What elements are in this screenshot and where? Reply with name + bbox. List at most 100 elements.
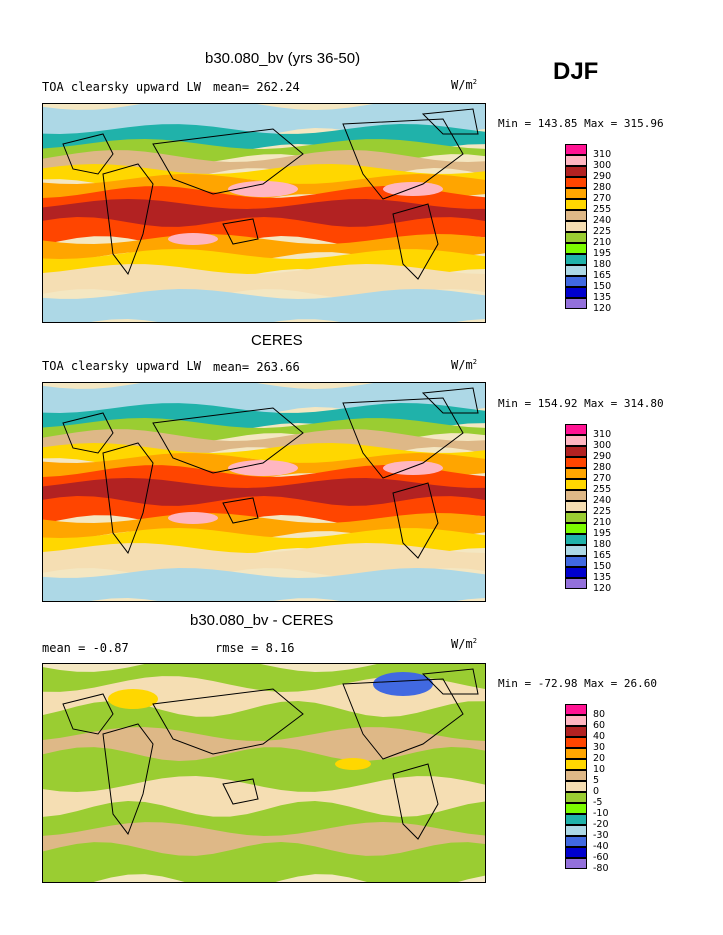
colorbar-swatch [565, 435, 587, 446]
colorbar-label: 310 [593, 429, 612, 440]
colorbar-label: -40 [593, 841, 609, 852]
panel3-map [42, 663, 486, 883]
colorbar-label: 290 [593, 171, 612, 182]
colorbar-swatch [565, 556, 587, 567]
colorbar-swatch [565, 501, 587, 512]
colorbar-swatch [565, 737, 587, 748]
colorbar-label: 180 [593, 259, 612, 270]
colorbar-label: 210 [593, 517, 612, 528]
panel2-variable: TOA clearsky upward LW [42, 359, 201, 373]
colorbar-swatch [565, 144, 587, 155]
colorbar-label: 270 [593, 473, 612, 484]
colorbar-label: 225 [593, 226, 612, 237]
colorbar-swatch [565, 781, 587, 792]
colorbar-label: 195 [593, 248, 612, 259]
colorbar-label: 0 [593, 786, 600, 797]
colorbar-swatch [565, 177, 587, 188]
colorbar-label: 300 [593, 440, 612, 451]
colorbar-swatch [565, 265, 587, 276]
colorbar-swatch [565, 232, 587, 243]
colorbar-swatch [565, 759, 587, 770]
panel1-title: b30.080_bv (yrs 36-50) [205, 50, 361, 67]
panel2-mean: mean= 263.66 [213, 360, 300, 374]
colorbar-label: 255 [593, 204, 612, 215]
colorbar-swatch [565, 424, 587, 435]
colorbar-swatch [565, 825, 587, 836]
colorbar-swatch [565, 545, 587, 556]
panel1-mean: mean= 262.24 [213, 80, 300, 94]
colorbar-label: -80 [593, 863, 609, 874]
colorbar-label: 270 [593, 193, 612, 204]
colorbar-label: -20 [593, 819, 609, 830]
colorbar-label: 120 [593, 303, 612, 314]
colorbar-swatch [565, 188, 587, 199]
colorbar-label: 135 [593, 292, 612, 303]
colorbar-label: 180 [593, 539, 612, 550]
colorbar-swatch [565, 468, 587, 479]
colorbar-label: 240 [593, 495, 612, 506]
panel1-map [42, 103, 486, 323]
colorbar-swatch [565, 446, 587, 457]
panel1-minmax: Min = 143.85 Max = 315.96 [498, 117, 664, 130]
colorbar-swatch [565, 457, 587, 468]
colorbar-swatch [565, 792, 587, 803]
colorbar-swatch [565, 243, 587, 254]
colorbar-swatch [565, 276, 587, 287]
colorbar-label: 135 [593, 572, 612, 583]
colorbar-label: 300 [593, 160, 612, 171]
colorbar-label: -60 [593, 852, 609, 863]
panel3-title: b30.080_bv - CERES [190, 612, 334, 629]
colorbar-swatch [565, 490, 587, 501]
panel3-rmse: rmse = 8.16 [215, 641, 295, 655]
colorbar-swatch [565, 726, 587, 737]
colorbar-swatch [565, 199, 587, 210]
colorbar-swatch [565, 287, 587, 298]
panel2-title: CERES [251, 332, 303, 349]
colorbar-label: 310 [593, 149, 612, 160]
colorbar-label: 255 [593, 484, 612, 495]
panel3-minmax: Min = -72.98 Max = 26.60 [498, 677, 657, 690]
colorbar-label: -30 [593, 830, 609, 841]
colorbar-swatch [565, 210, 587, 221]
colorbar-label: 280 [593, 182, 612, 193]
colorbar-swatch [565, 155, 587, 166]
colorbar-label: 150 [593, 281, 612, 292]
colorbar-swatch [565, 298, 587, 309]
panel3-units: W/m2 [451, 637, 477, 651]
colorbar-swatch [565, 534, 587, 545]
colorbar-label: 225 [593, 506, 612, 517]
panel1-variable: TOA clearsky upward LW [42, 80, 201, 94]
colorbar-label: 240 [593, 215, 612, 226]
colorbar-label: 30 [593, 742, 606, 753]
colorbar-swatch [565, 858, 587, 869]
colorbar-label: 40 [593, 731, 606, 742]
colorbar-swatch [565, 847, 587, 858]
colorbar-swatch [565, 836, 587, 847]
colorbar-swatch [565, 704, 587, 715]
panel1-units: W/m2 [451, 78, 477, 92]
colorbar-swatch [565, 748, 587, 759]
colorbar-label: 20 [593, 753, 606, 764]
colorbar-label: 290 [593, 451, 612, 462]
colorbar-swatch [565, 715, 587, 726]
colorbar-label: -5 [593, 797, 603, 808]
panel2-map [42, 382, 486, 602]
colorbar-label: 165 [593, 270, 612, 281]
colorbar-swatch [565, 254, 587, 265]
colorbar-label: 120 [593, 583, 612, 594]
colorbar-swatch [565, 803, 587, 814]
colorbar-label: 60 [593, 720, 606, 731]
colorbar-swatch [565, 512, 587, 523]
colorbar-swatch [565, 567, 587, 578]
panel3-mean: mean = -0.87 [42, 641, 129, 655]
colorbar-label: -10 [593, 808, 609, 819]
colorbar-label: 5 [593, 775, 600, 786]
colorbar-swatch [565, 221, 587, 232]
season-label: DJF [553, 58, 599, 85]
colorbar-label: 10 [593, 764, 606, 775]
colorbar-swatch [565, 479, 587, 490]
panel2-units: W/m2 [451, 358, 477, 372]
colorbar-swatch [565, 814, 587, 825]
colorbar-swatch [565, 523, 587, 534]
panel2-minmax: Min = 154.92 Max = 314.80 [498, 397, 664, 410]
